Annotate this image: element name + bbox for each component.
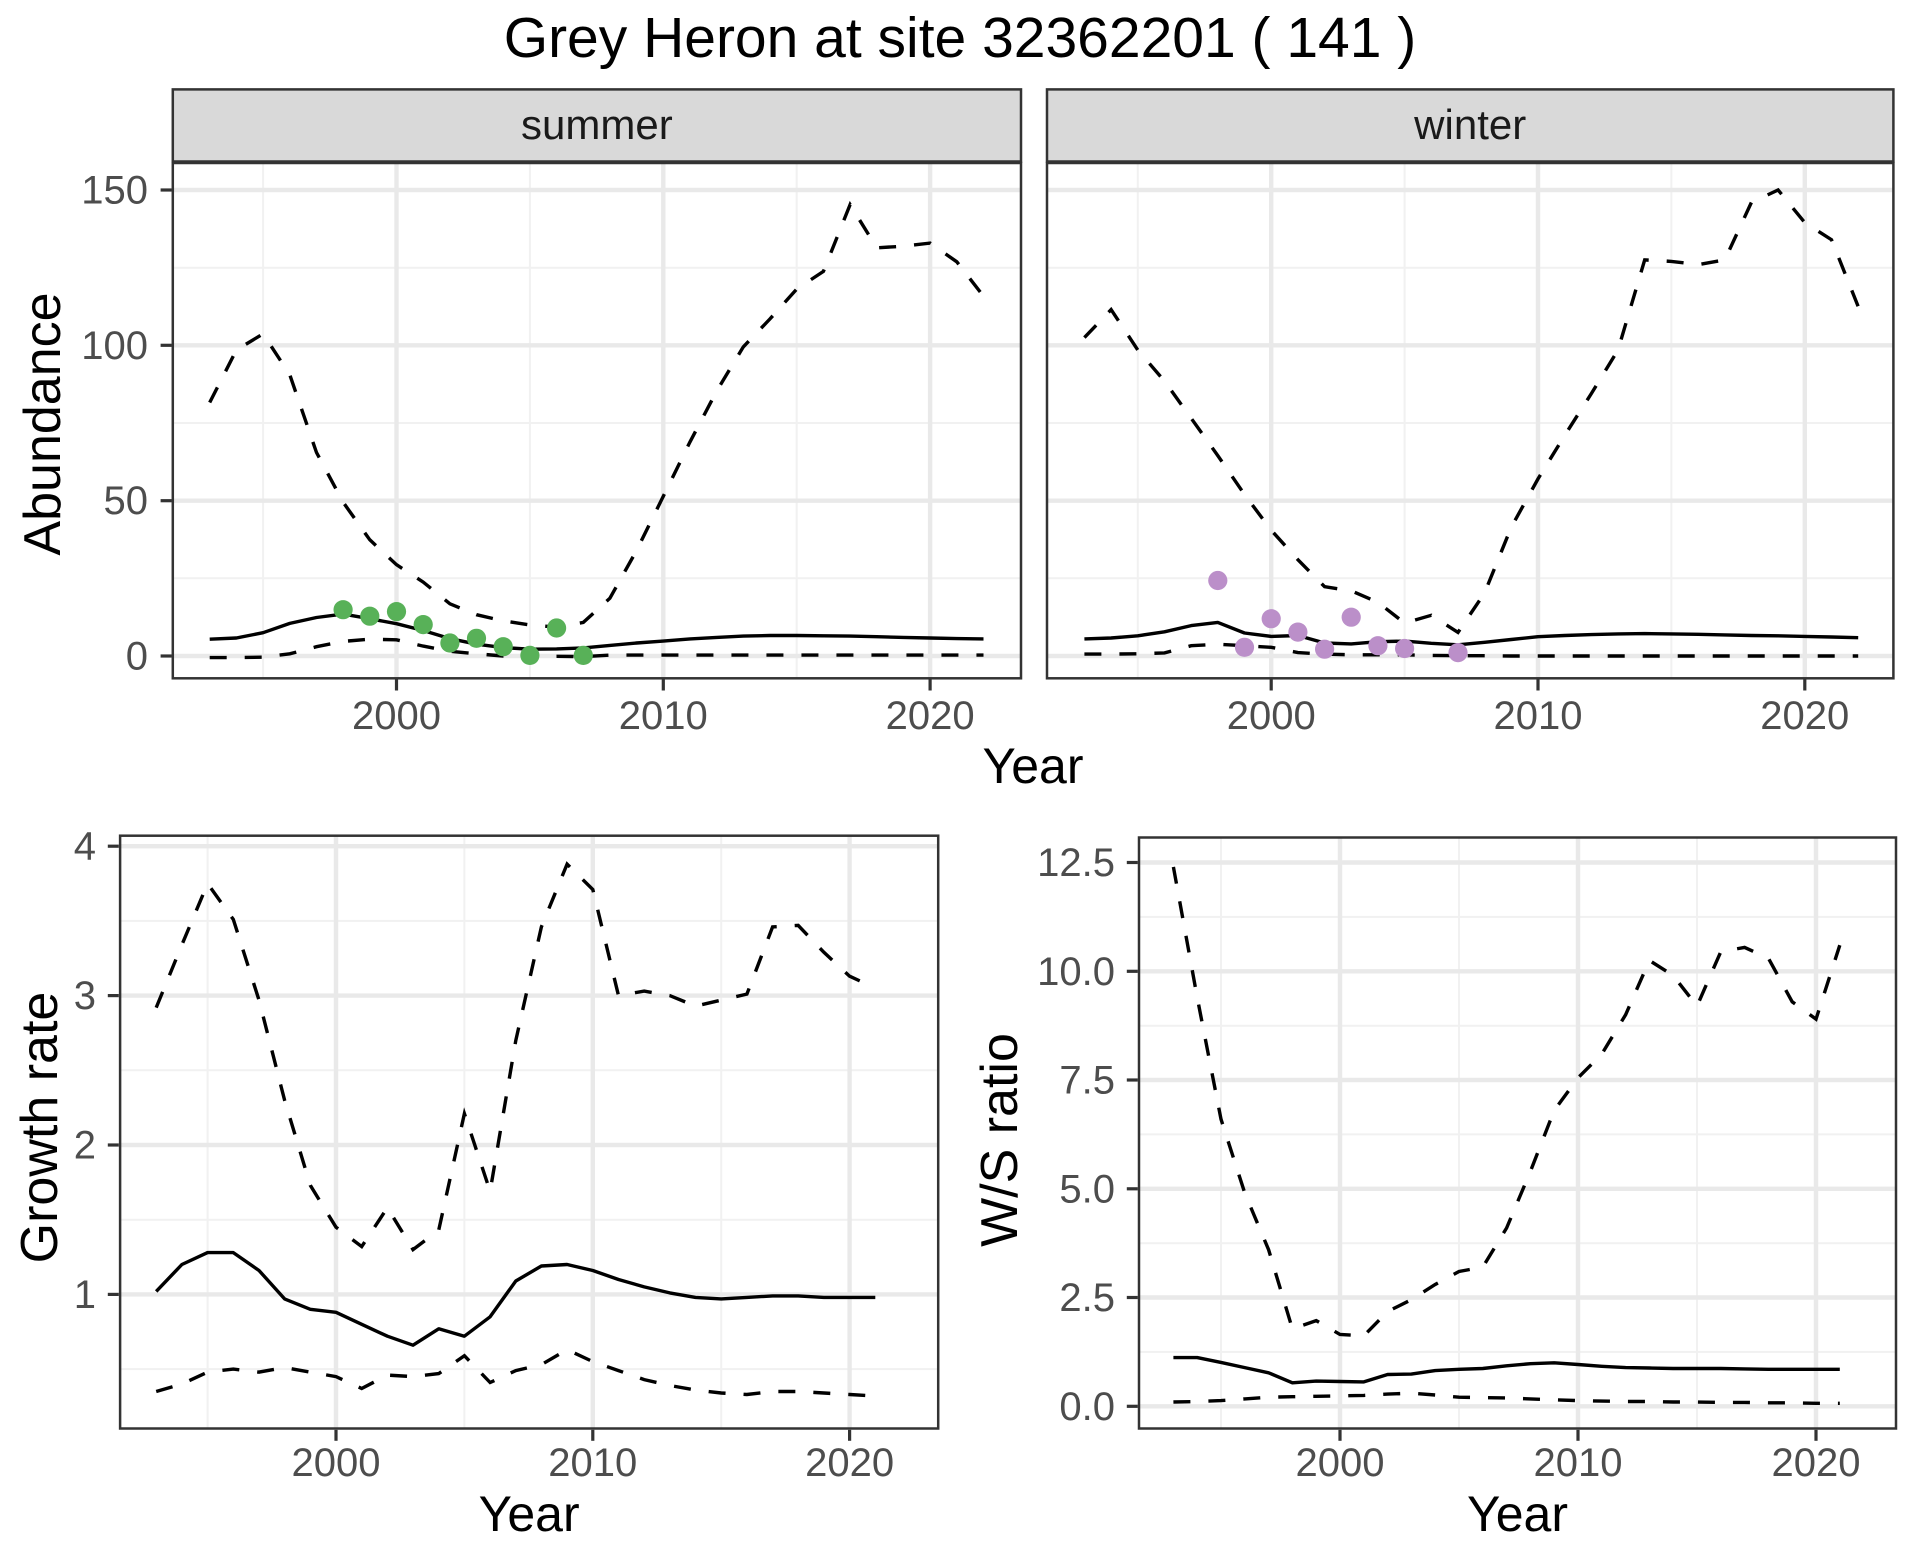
svg-text:2020: 2020	[886, 694, 975, 738]
svg-text:100: 100	[81, 324, 148, 368]
svg-text:Grey Heron at site 32362201 (: Grey Heron at site 32362201 ( 141 )	[504, 6, 1417, 70]
svg-text:0.0: 0.0	[1059, 1385, 1115, 1429]
svg-text:12.5: 12.5	[1037, 841, 1115, 885]
svg-text:2000: 2000	[352, 694, 441, 738]
svg-text:Year: Year	[479, 1486, 580, 1542]
svg-text:2010: 2010	[548, 1441, 637, 1485]
svg-text:10.0: 10.0	[1037, 950, 1115, 994]
svg-text:2010: 2010	[1494, 694, 1583, 738]
svg-text:2.5: 2.5	[1059, 1276, 1115, 1320]
svg-text:W/S ratio: W/S ratio	[971, 1033, 1029, 1247]
svg-text:Abundance: Abundance	[14, 292, 72, 555]
svg-text:5.0: 5.0	[1059, 1167, 1115, 1211]
svg-text:2000: 2000	[292, 1441, 381, 1485]
svg-text:3: 3	[74, 974, 96, 1018]
svg-text:4: 4	[74, 825, 96, 869]
svg-text:50: 50	[104, 479, 149, 523]
svg-text:2: 2	[74, 1124, 96, 1168]
svg-text:0: 0	[126, 635, 148, 679]
svg-text:2010: 2010	[619, 694, 708, 738]
svg-text:Year: Year	[982, 738, 1083, 794]
svg-text:2000: 2000	[1296, 1441, 1385, 1485]
svg-text:summer: summer	[521, 101, 673, 148]
svg-text:winter: winter	[1413, 101, 1526, 148]
svg-text:2020: 2020	[1772, 1441, 1861, 1485]
svg-text:2000: 2000	[1227, 694, 1316, 738]
svg-text:2020: 2020	[805, 1441, 894, 1485]
svg-text:150: 150	[81, 169, 148, 213]
svg-text:Year: Year	[1467, 1486, 1568, 1542]
svg-text:2010: 2010	[1534, 1441, 1623, 1485]
svg-text:1: 1	[74, 1273, 96, 1317]
svg-text:2020: 2020	[1760, 694, 1849, 738]
svg-text:Growth rate: Growth rate	[11, 992, 69, 1264]
svg-text:7.5: 7.5	[1059, 1059, 1115, 1103]
